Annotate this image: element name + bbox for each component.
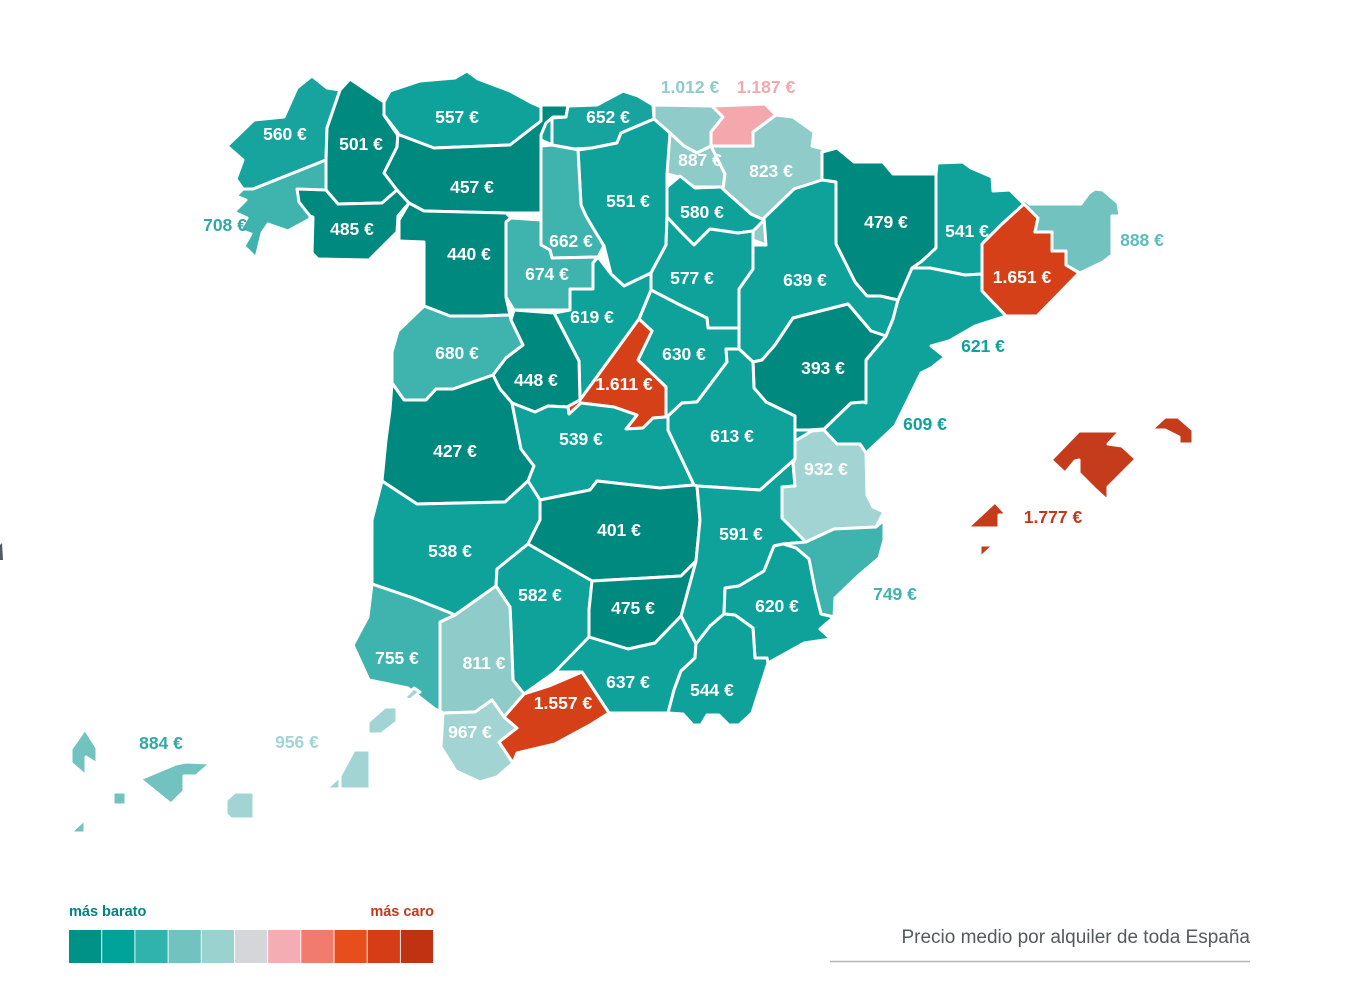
- svg-text:544 €: 544 €: [690, 680, 734, 700]
- svg-text:662 €: 662 €: [549, 231, 593, 251]
- svg-text:479 €: 479 €: [864, 212, 908, 232]
- svg-text:823 €: 823 €: [749, 161, 793, 181]
- svg-text:888 €: 888 €: [1120, 230, 1164, 250]
- svg-text:755 €: 755 €: [375, 648, 419, 668]
- svg-text:680 €: 680 €: [435, 343, 479, 363]
- svg-text:541 €: 541 €: [945, 221, 989, 241]
- svg-text:932 €: 932 €: [804, 459, 848, 479]
- svg-text:887 €: 887 €: [678, 150, 722, 170]
- svg-text:956 €: 956 €: [275, 732, 319, 752]
- svg-text:652 €: 652 €: [586, 107, 630, 127]
- svg-text:551 €: 551 €: [606, 191, 650, 211]
- svg-text:884 €: 884 €: [139, 733, 183, 753]
- svg-text:1.557 €: 1.557 €: [534, 693, 593, 713]
- svg-text:580 €: 580 €: [680, 202, 724, 222]
- svg-text:457 €: 457 €: [450, 177, 494, 197]
- svg-text:639 €: 639 €: [783, 270, 827, 290]
- svg-text:811 €: 811 €: [463, 653, 506, 673]
- svg-text:582 €: 582 €: [518, 585, 562, 605]
- svg-text:591 €: 591 €: [719, 524, 763, 544]
- svg-text:427 €: 427 €: [433, 441, 477, 461]
- svg-text:620 €: 620 €: [755, 596, 799, 616]
- svg-text:749 €: 749 €: [873, 584, 917, 604]
- svg-text:401 €: 401 €: [597, 520, 641, 540]
- svg-text:Precio medio por alquiler de t: Precio medio por alquiler de toda España: [901, 927, 1250, 948]
- svg-text:475 €: 475 €: [611, 598, 655, 618]
- svg-text:630 €: 630 €: [662, 344, 706, 364]
- svg-text:1.012 €: 1.012 €: [661, 77, 720, 97]
- svg-text:501 €: 501 €: [339, 134, 383, 154]
- svg-text:967 €: 967 €: [448, 722, 492, 742]
- svg-text:609 €: 609 €: [903, 414, 947, 434]
- svg-text:621 €: 621 €: [961, 336, 1005, 356]
- svg-text:1.777 €: 1.777 €: [1024, 507, 1083, 527]
- svg-text:440 €: 440 €: [447, 244, 491, 264]
- svg-text:1.187 €: 1.187 €: [737, 77, 796, 97]
- svg-text:708 €: 708 €: [203, 215, 247, 235]
- svg-text:539 €: 539 €: [559, 429, 603, 449]
- svg-text:más caro: más caro: [370, 904, 434, 920]
- svg-text:538 €: 538 €: [428, 541, 472, 561]
- svg-text:más barato: más barato: [69, 904, 147, 920]
- svg-text:637 €: 637 €: [606, 672, 650, 692]
- svg-text:560 €: 560 €: [263, 124, 307, 144]
- svg-text:619 €: 619 €: [570, 307, 614, 327]
- svg-text:557 €: 557 €: [435, 107, 479, 127]
- svg-text:577 €: 577 €: [670, 268, 714, 288]
- svg-text:448 €: 448 €: [514, 370, 558, 390]
- svg-text:613 €: 613 €: [710, 426, 754, 446]
- svg-text:485 €: 485 €: [330, 219, 374, 239]
- svg-text:393 €: 393 €: [801, 358, 845, 378]
- svg-text:674 €: 674 €: [525, 264, 569, 284]
- svg-text:1.651 €: 1.651 €: [993, 267, 1052, 287]
- svg-text:1.611 €: 1.611 €: [595, 374, 653, 394]
